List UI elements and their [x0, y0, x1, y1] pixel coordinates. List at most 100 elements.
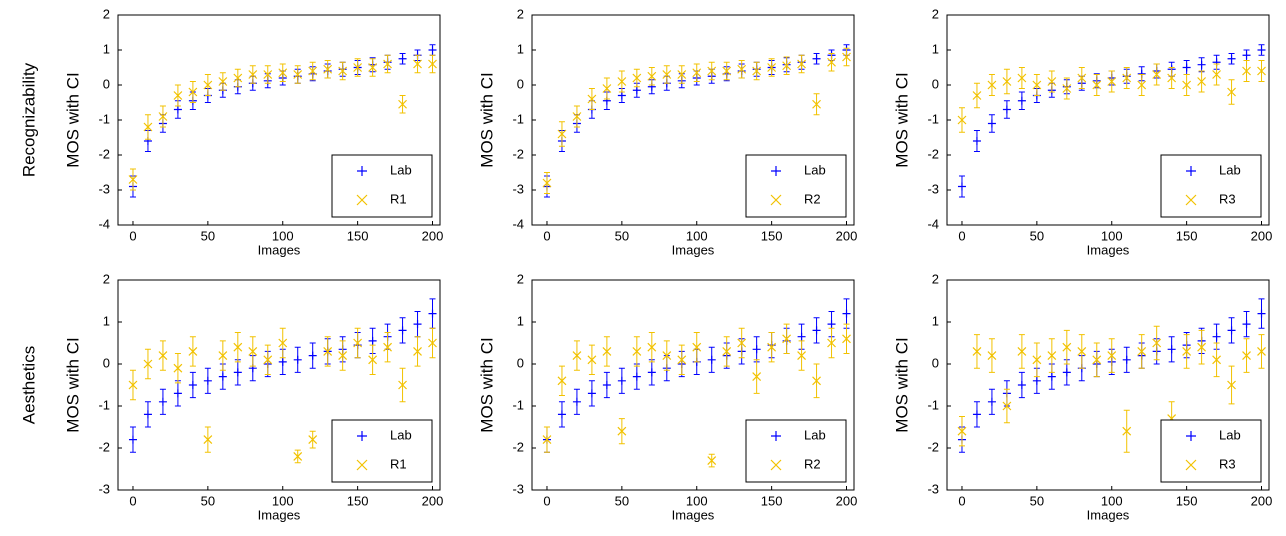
y-tick-label: -1	[927, 397, 939, 412]
x-tick-label: 200	[422, 228, 444, 243]
y-axis-label: MOS with CI	[892, 72, 911, 167]
marker	[957, 115, 967, 125]
marker	[707, 355, 716, 364]
y-tick-label: 2	[517, 6, 524, 21]
marker	[203, 376, 212, 385]
y-tick-label: 1	[932, 41, 939, 56]
y-axis-label: MOS with CI	[477, 72, 496, 167]
y-tick-label: 0	[517, 355, 524, 370]
x-tick-label: 50	[201, 493, 215, 508]
legend-label: Lab	[1219, 162, 1241, 177]
marker	[1257, 309, 1266, 318]
marker	[1047, 77, 1057, 86]
x-tick-label: 150	[761, 493, 783, 508]
y-tick-label: -1	[98, 111, 110, 126]
y-axis-label: MOS with CI	[63, 72, 82, 167]
y-tick-label: -2	[98, 146, 110, 161]
marker	[617, 376, 626, 385]
marker	[1002, 77, 1012, 86]
y-tick-label: 2	[932, 271, 939, 286]
legend-marker	[771, 166, 781, 176]
marker	[827, 338, 836, 348]
marker	[662, 70, 672, 79]
x-tick-label: 200	[836, 493, 858, 508]
marker	[987, 351, 997, 361]
legend-label: Lab	[804, 162, 826, 177]
marker	[248, 346, 258, 356]
x-tick-label: 0	[958, 493, 965, 508]
y-tick-label: -3	[512, 181, 524, 196]
x-axis-label: Images	[258, 242, 301, 257]
marker	[572, 112, 582, 121]
marker	[972, 346, 982, 356]
marker	[752, 372, 762, 382]
marker	[767, 63, 777, 72]
legend-marker	[1185, 194, 1197, 206]
marker	[1032, 355, 1042, 365]
marker	[398, 380, 407, 390]
x-tick-label: 150	[347, 228, 369, 243]
marker	[233, 342, 243, 352]
x-tick-label: 0	[129, 228, 136, 243]
x-tick-label: 100	[686, 228, 708, 243]
marker	[722, 66, 732, 76]
legend-marker	[1185, 459, 1197, 471]
marker	[128, 380, 138, 390]
x-tick-label: 200	[836, 228, 858, 243]
marker	[353, 63, 363, 72]
y-tick-label: 0	[103, 355, 110, 370]
marker	[692, 342, 702, 352]
legend-marker	[357, 431, 367, 441]
marker	[278, 68, 288, 78]
marker	[632, 86, 641, 95]
marker	[1197, 342, 1207, 352]
marker	[1032, 80, 1042, 90]
x-tick-label: 50	[1030, 228, 1044, 243]
y-tick-label: -2	[512, 146, 524, 161]
marker	[143, 122, 153, 132]
marker	[737, 64, 747, 74]
marker	[1242, 66, 1251, 76]
subplot: -4 -3 -2 -1 0 1 2 0 50 100 150 200 Images MOS with CI…	[477, 6, 857, 257]
marker	[707, 66, 717, 76]
legend-label: R1	[390, 456, 407, 471]
marker	[293, 451, 303, 461]
marker	[957, 182, 966, 191]
marker	[218, 351, 228, 361]
marker	[1227, 87, 1236, 97]
marker	[557, 376, 567, 386]
marker	[248, 70, 258, 79]
x-axis-label: Images	[1087, 507, 1130, 522]
marker	[428, 309, 437, 318]
marker	[1167, 73, 1177, 83]
marker	[987, 80, 997, 90]
marker	[972, 137, 981, 145]
legend-marker	[356, 459, 368, 471]
marker	[218, 77, 228, 86]
marker	[173, 389, 182, 398]
marker	[722, 346, 732, 356]
y-tick-label: 1	[517, 41, 524, 56]
y-axis-label: MOS with CI	[63, 337, 82, 432]
marker	[293, 70, 303, 79]
marker	[587, 389, 596, 398]
legend-label: R3	[1219, 191, 1236, 206]
y-tick-label: -3	[98, 481, 110, 496]
subplot: -3 -2 -1 0 1 2 0 50 100 150 200 Images MOS with CI La…	[63, 271, 443, 522]
marker	[128, 435, 137, 444]
x-tick-label: 150	[347, 493, 369, 508]
legend-marker	[357, 166, 367, 176]
marker	[143, 410, 152, 419]
marker	[1002, 401, 1012, 411]
marker	[1212, 355, 1222, 365]
marker	[602, 346, 612, 356]
marker	[1182, 63, 1191, 72]
marker	[842, 334, 851, 344]
marker	[308, 66, 318, 76]
x-tick-label: 200	[1251, 493, 1273, 508]
marker	[707, 456, 717, 466]
marker	[308, 435, 318, 445]
marker	[1137, 80, 1147, 90]
x-tick-label: 150	[1176, 493, 1198, 508]
y-axis-label: MOS with CI	[477, 337, 496, 432]
